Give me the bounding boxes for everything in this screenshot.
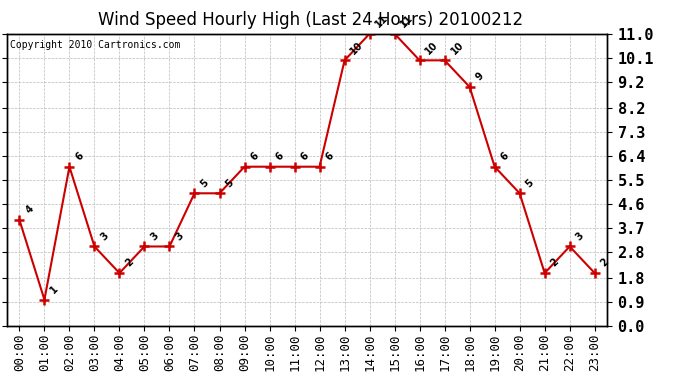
- Text: 10: 10: [348, 39, 365, 56]
- Text: 3: 3: [148, 231, 161, 242]
- Text: 1: 1: [48, 284, 61, 296]
- Text: 6: 6: [324, 151, 335, 162]
- Text: 6: 6: [274, 151, 286, 162]
- Text: 3: 3: [174, 231, 186, 242]
- Text: 10: 10: [448, 39, 465, 56]
- Text: 5: 5: [524, 177, 535, 189]
- Text: 11: 11: [374, 13, 391, 30]
- Text: 2: 2: [599, 257, 611, 269]
- Text: 3: 3: [574, 231, 586, 242]
- Text: 6: 6: [499, 151, 511, 162]
- Text: 5: 5: [224, 177, 235, 189]
- Text: 2: 2: [124, 257, 135, 269]
- Text: 2: 2: [549, 257, 561, 269]
- Text: 11: 11: [399, 13, 415, 30]
- Text: 6: 6: [299, 151, 310, 162]
- Text: 6: 6: [248, 151, 261, 162]
- Text: 10: 10: [424, 39, 440, 56]
- Text: Wind Speed Hourly High (Last 24 Hours) 20100212: Wind Speed Hourly High (Last 24 Hours) 2…: [98, 11, 523, 29]
- Text: 6: 6: [74, 151, 86, 162]
- Text: Copyright 2010 Cartronics.com: Copyright 2010 Cartronics.com: [10, 40, 180, 50]
- Text: 3: 3: [99, 231, 110, 242]
- Text: 4: 4: [23, 204, 35, 216]
- Text: 9: 9: [474, 71, 486, 83]
- Text: 5: 5: [199, 177, 210, 189]
